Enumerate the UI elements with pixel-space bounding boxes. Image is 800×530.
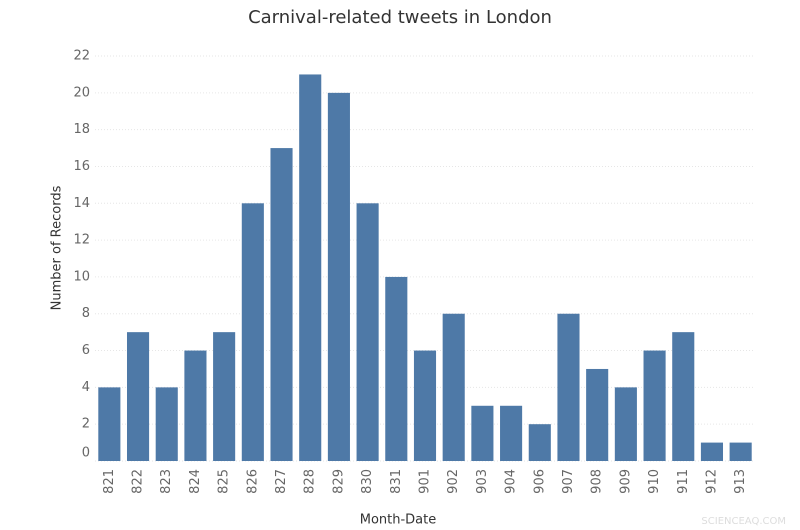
y-tick-label: 2: [82, 417, 90, 432]
bar: [672, 332, 695, 461]
y-tick-label: 10: [73, 269, 90, 284]
y-tick-label: 12: [73, 233, 90, 248]
bar: [413, 350, 437, 461]
y-tick-label: 18: [73, 122, 90, 137]
y-tick-label: 0: [82, 446, 90, 461]
bar: [471, 405, 494, 461]
bar: [184, 350, 207, 461]
x-tick-label: 831: [389, 469, 404, 494]
x-tick-label: 901: [418, 469, 433, 494]
bar: [729, 442, 752, 461]
x-tick-label: 913: [733, 469, 748, 494]
x-tick-label: 903: [475, 469, 490, 494]
bar: [356, 203, 379, 461]
bar: [327, 92, 350, 462]
y-tick-label: 6: [82, 343, 90, 358]
bar: [700, 442, 724, 461]
bar: [126, 332, 150, 461]
x-tick-label: 907: [561, 469, 576, 494]
y-tick-label: 14: [73, 196, 90, 211]
x-tick-label: 902: [446, 469, 461, 494]
bar: [98, 387, 121, 461]
bar: [528, 424, 551, 461]
bar: [586, 368, 609, 461]
bar: [213, 332, 236, 461]
bar: [557, 313, 580, 461]
bar: [241, 203, 264, 461]
y-tick-label: 16: [73, 159, 90, 174]
x-tick-label: 823: [159, 469, 174, 494]
x-tick-label: 912: [704, 469, 719, 494]
x-tick-label: 904: [504, 469, 519, 494]
x-tick-label: 909: [618, 469, 633, 494]
y-axis-title: Number of Records: [50, 185, 65, 310]
bar: [500, 405, 523, 461]
x-tick-label: 910: [647, 469, 662, 494]
bar: [155, 387, 178, 461]
x-tick-label: 825: [217, 469, 232, 494]
x-tick-label: 828: [303, 469, 318, 494]
x-axis-title: Month-Date: [360, 513, 437, 528]
x-tick-label: 829: [331, 469, 346, 494]
y-tick-label: 4: [82, 380, 90, 395]
bar: [442, 313, 465, 461]
x-tick-label: 906: [532, 469, 547, 494]
x-tick-label: 911: [676, 469, 691, 494]
bar: [270, 148, 293, 461]
x-tick-label: 821: [102, 469, 117, 494]
x-tick-label: 822: [131, 469, 146, 494]
x-tick-label: 830: [360, 469, 375, 494]
bar: [614, 387, 637, 461]
y-tick-label: 8: [82, 306, 90, 321]
x-tick-label: 827: [274, 469, 289, 494]
bar: [299, 74, 322, 461]
x-tick-label: 826: [245, 469, 260, 494]
x-tick-label: 824: [188, 469, 203, 494]
chart-title: Carnival-related tweets in London: [248, 7, 552, 28]
y-tick-label: 22: [73, 49, 90, 64]
x-tick-label: 908: [590, 469, 605, 494]
bar: [643, 350, 666, 461]
y-tick-label: 20: [73, 85, 90, 100]
bar: [385, 276, 408, 461]
watermark: SCIENCEAQ.COM: [701, 516, 786, 527]
